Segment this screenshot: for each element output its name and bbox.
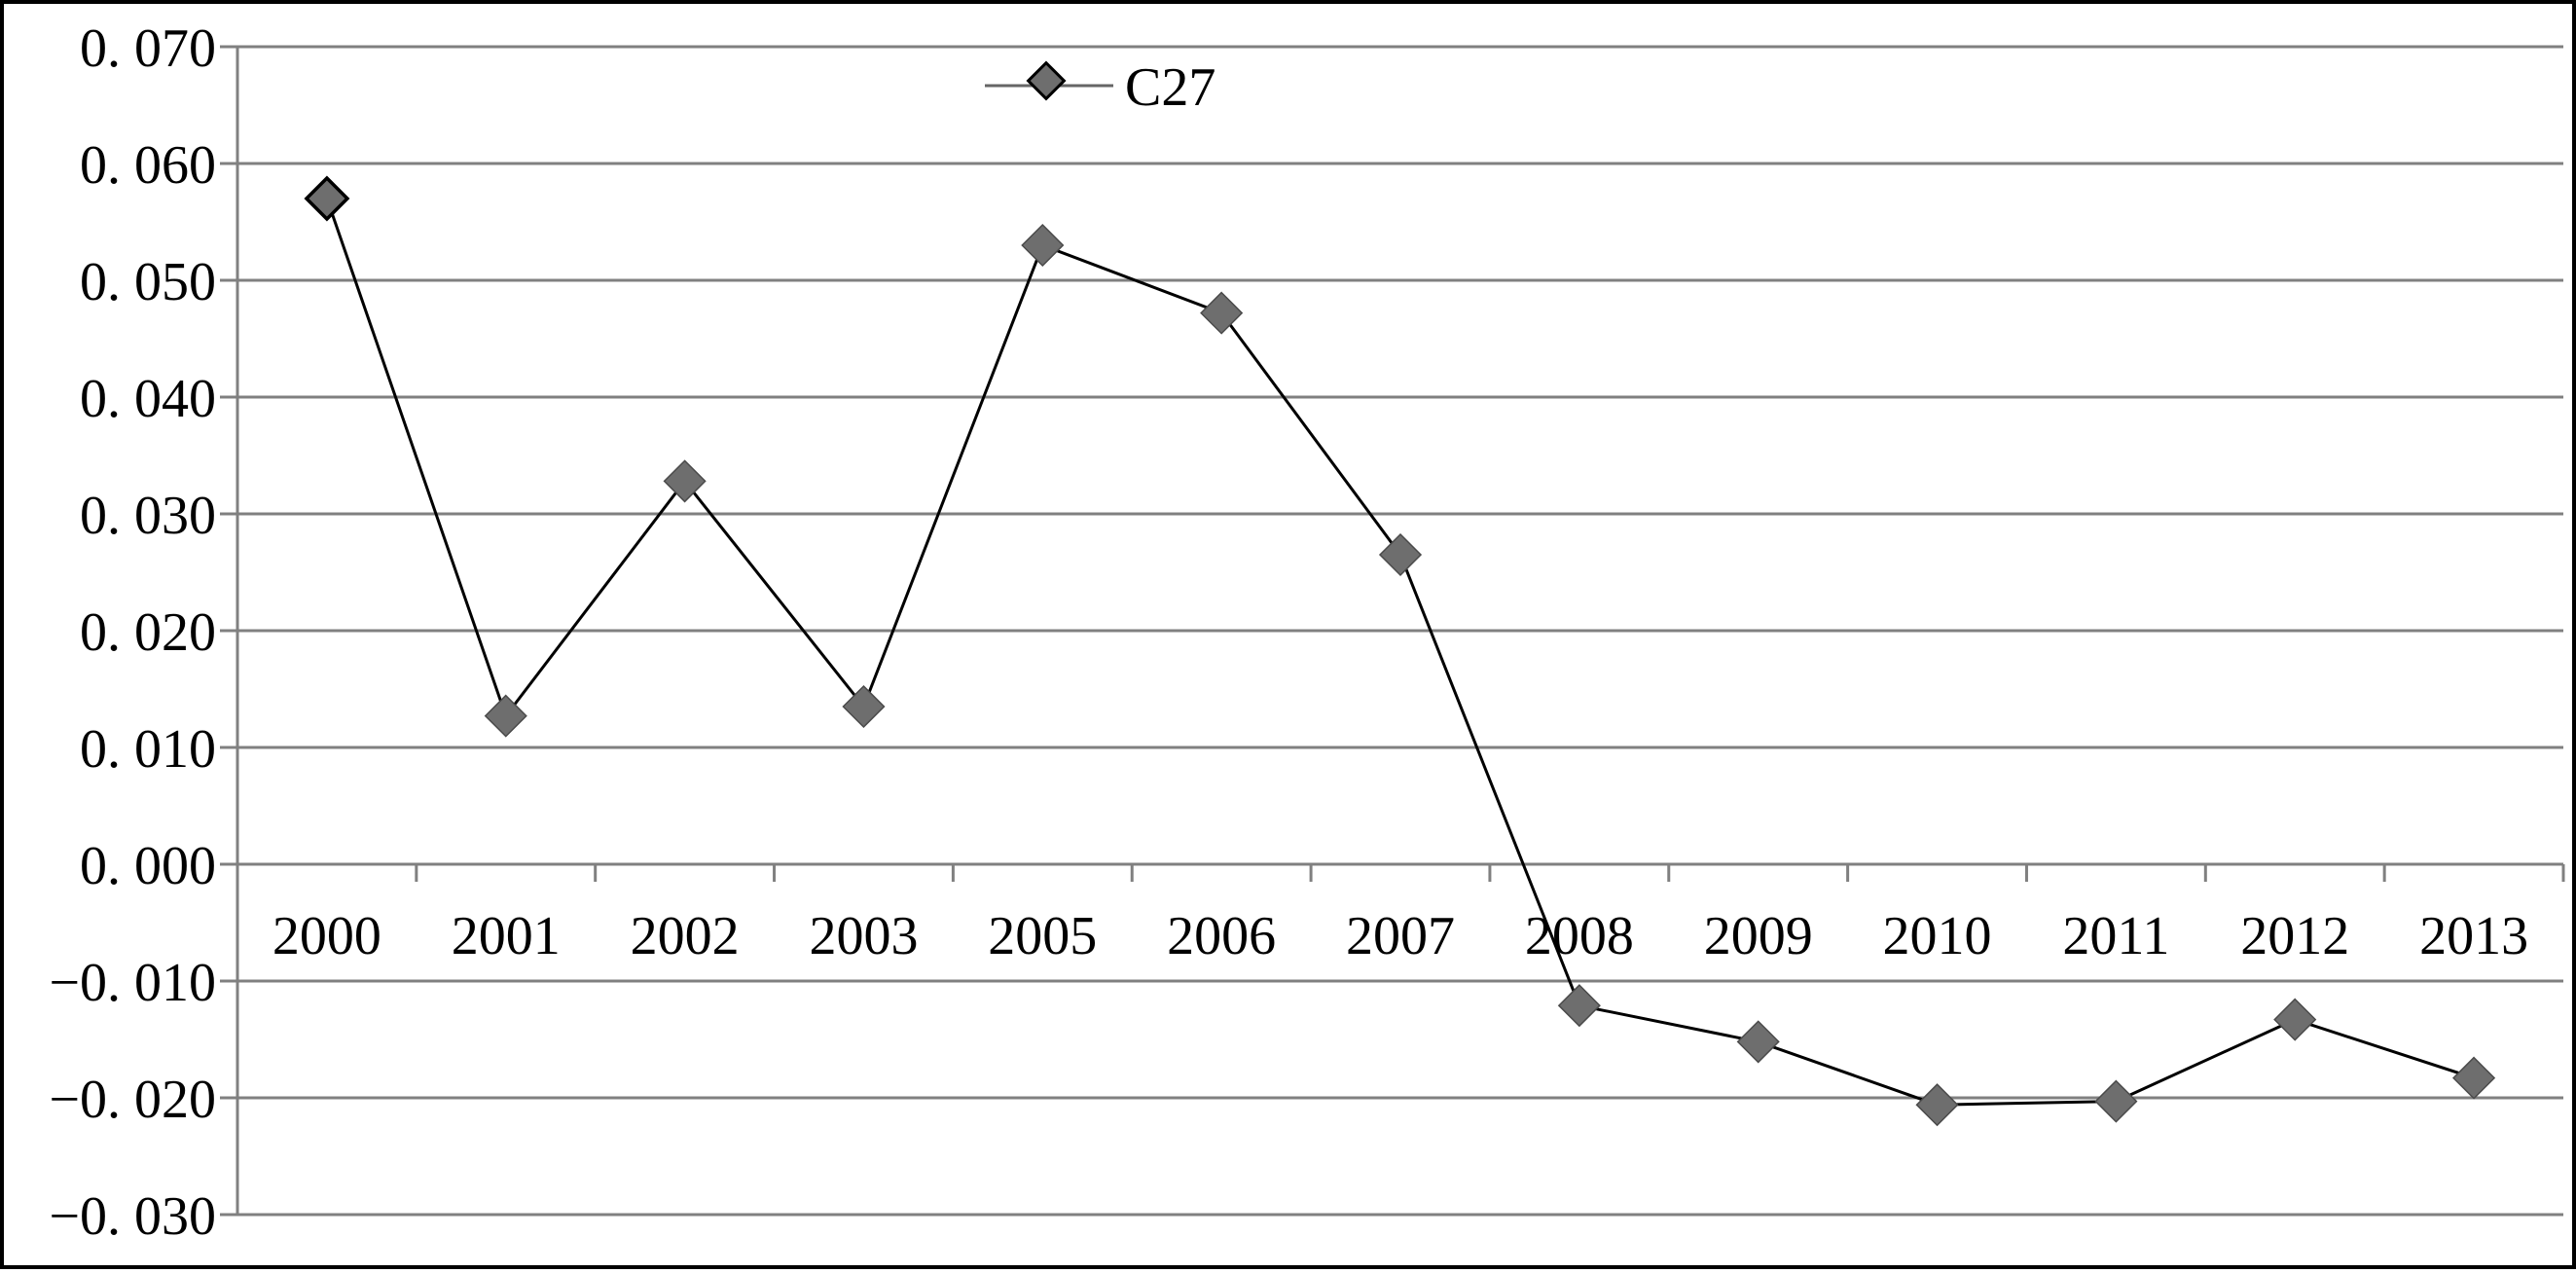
data-point-2009 [1736, 1020, 1780, 1064]
y-tick-label: 0. 010 [80, 719, 216, 780]
axes [220, 45, 2565, 1217]
x-tick-label: 2011 [2062, 906, 2169, 966]
x-tick-labels: 2000 2001 2002 2003 2005 2006 2007 2008 2009 2010… [272, 906, 2528, 966]
series-c27 [304, 175, 2496, 1127]
y-tick-label: −0. 010 [49, 953, 216, 1013]
x-tick-label: 2007 [1346, 906, 1455, 966]
y-tick-label: 0. 030 [80, 486, 216, 546]
x-tick-label: 2008 [1525, 906, 1634, 966]
y-tick-label: −0. 030 [49, 1186, 216, 1247]
data-point-2002 [663, 459, 707, 503]
data-point-2010 [1915, 1083, 1959, 1127]
data-point-2005 [1021, 223, 1065, 268]
y-tick-label: 0. 070 [80, 18, 216, 79]
x-tick-label: 2009 [1704, 906, 1813, 966]
data-point-2011 [2094, 1079, 2138, 1123]
y-tick-label: 0. 060 [80, 135, 216, 196]
x-tick-label: 2006 [1167, 906, 1276, 966]
y-tick-label: −0. 020 [49, 1070, 216, 1130]
data-point-2007 [1378, 532, 1423, 577]
y-tick-label: 0. 050 [80, 252, 216, 312]
data-point-2003 [842, 684, 886, 729]
y-tick-label: 0. 040 [80, 369, 216, 429]
data-point-2008 [1557, 984, 1601, 1028]
x-tick-label: 2000 [272, 906, 381, 966]
data-point-2012 [2273, 998, 2317, 1041]
x-tick-label: 2005 [988, 906, 1097, 966]
legend-label: C27 [1125, 57, 1215, 118]
y-tick-labels: 0. 070 0. 060 0. 050 0. 040 0. 030 0. 020 0. 0… [49, 18, 216, 1247]
x-tick-label: 2003 [809, 906, 918, 966]
grid-lines [237, 45, 2563, 1217]
y-tick-label: 0. 000 [80, 836, 216, 896]
line-chart: 0. 070 0. 060 0. 050 0. 040 0. 030 0. 020 0. 0… [49, 18, 2565, 1247]
x-tick-label: 2002 [631, 906, 740, 966]
legend: C27 [985, 57, 1215, 118]
data-point-2000 [304, 175, 350, 222]
y-tick-label: 0. 020 [80, 602, 216, 663]
x-tick-label: 2013 [2419, 906, 2528, 966]
legend-diamond-marker [1026, 60, 1067, 101]
x-tick-label: 2010 [1883, 906, 1992, 966]
data-point-2013 [2452, 1056, 2496, 1100]
x-tick-label: 2001 [452, 906, 561, 966]
data-point-2001 [484, 694, 527, 738]
series-line [325, 198, 2475, 1107]
x-tick-label: 2012 [2240, 906, 2349, 966]
data-point-2006 [1200, 291, 1244, 335]
